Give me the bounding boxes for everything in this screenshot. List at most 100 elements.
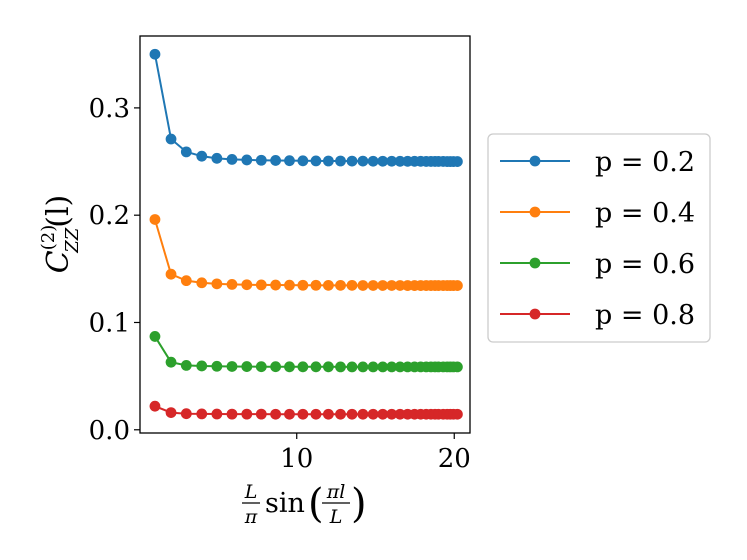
legend-frame <box>487 133 711 343</box>
legend-entry-0: p = 0.2 <box>500 147 695 178</box>
data-point <box>335 279 346 291</box>
data-point <box>310 408 322 420</box>
data-point <box>310 361 322 373</box>
y-label-base: C <box>41 250 76 273</box>
data-point <box>226 153 238 165</box>
legend-entry-3: p = 0.8 <box>500 300 695 331</box>
series-layer <box>149 48 463 420</box>
data-point <box>335 408 346 420</box>
data-point <box>211 360 223 372</box>
y-label-sub: ZZ <box>62 227 83 254</box>
data-point <box>367 361 379 373</box>
legend-marker <box>529 206 541 218</box>
data-point <box>284 279 295 291</box>
data-point <box>367 408 379 420</box>
data-point <box>335 361 346 373</box>
legend-label: p = 0.4 <box>595 198 695 229</box>
data-point <box>367 155 379 167</box>
x-label-frac-num: L <box>244 481 258 503</box>
x-label-arg-num: πl <box>326 481 346 503</box>
ticks-layer: 10 20 0.0 0.1 0.2 0.3 <box>89 94 471 474</box>
data-point <box>241 154 253 166</box>
x-label-paren-right: ) <box>351 481 367 527</box>
y-tick-label: 0.3 <box>89 94 130 124</box>
series-line <box>154 219 458 287</box>
data-point <box>211 278 223 290</box>
data-point <box>165 133 177 145</box>
data-point <box>452 408 463 420</box>
data-point <box>196 277 208 289</box>
data-point <box>394 361 406 373</box>
data-point <box>297 361 309 373</box>
y-axis-label: C(2) ZZ(l) <box>38 195 83 274</box>
data-point <box>196 408 208 420</box>
x-label-paren-left: ( <box>308 481 324 527</box>
data-point <box>165 407 177 419</box>
data-point <box>357 155 369 167</box>
data-point <box>357 408 369 420</box>
data-point <box>310 155 322 167</box>
legend-entries: p = 0.2 p = 0.4 p = 0.6 p = 0.8 <box>500 147 695 331</box>
data-point <box>322 361 334 373</box>
data-point <box>255 154 267 166</box>
data-point <box>357 280 369 291</box>
y-label-arg: (l) <box>41 195 76 228</box>
data-point <box>377 155 389 167</box>
data-point <box>297 408 309 420</box>
data-point <box>297 279 309 291</box>
legend-entry-2: p = 0.6 <box>500 249 695 280</box>
data-point <box>255 279 267 291</box>
data-point <box>270 155 282 166</box>
legend-entry-1: p = 0.4 <box>500 198 695 229</box>
series-line <box>153 54 458 163</box>
legend-label: p = 0.8 <box>595 300 695 331</box>
legend-marker <box>529 257 541 269</box>
data-point <box>394 408 406 420</box>
data-point <box>284 408 295 420</box>
y-tick-label: 0.2 <box>89 201 130 231</box>
x-tick-label: 10 <box>280 444 313 474</box>
data-point <box>211 408 223 420</box>
x-tick-label: 20 <box>438 444 471 474</box>
data-point <box>255 361 267 373</box>
data-point <box>377 280 389 291</box>
legend-marker <box>529 155 541 167</box>
data-point <box>149 331 161 342</box>
series-0 <box>149 48 463 167</box>
data-point <box>377 408 389 420</box>
data-point <box>377 361 389 373</box>
y-tick-label: 0.0 <box>89 416 130 446</box>
legend-label: p = 0.2 <box>595 147 695 178</box>
data-point <box>241 408 253 420</box>
data-point <box>386 361 398 373</box>
data-point <box>386 155 398 167</box>
data-point <box>196 360 208 372</box>
data-point <box>322 279 334 291</box>
data-point <box>367 280 379 291</box>
data-point <box>270 279 282 291</box>
data-point <box>346 279 358 291</box>
data-point <box>322 155 334 167</box>
data-point <box>165 268 177 280</box>
y-tick-label: 0.1 <box>89 308 130 338</box>
data-point <box>452 361 463 373</box>
data-point <box>346 408 358 420</box>
data-point <box>180 408 192 420</box>
data-point <box>284 361 295 373</box>
data-point <box>226 278 238 290</box>
data-point <box>241 361 253 372</box>
data-point <box>386 280 398 291</box>
data-point <box>196 150 208 162</box>
data-point <box>149 214 161 225</box>
data-point <box>297 155 309 167</box>
data-point <box>149 48 161 60</box>
data-point <box>270 361 282 373</box>
data-point <box>211 152 223 164</box>
data-point <box>241 279 253 291</box>
data-point <box>226 361 238 372</box>
data-point <box>310 279 322 291</box>
data-point <box>149 400 161 412</box>
data-point <box>335 155 346 167</box>
data-point <box>394 280 406 291</box>
data-point <box>346 361 358 373</box>
